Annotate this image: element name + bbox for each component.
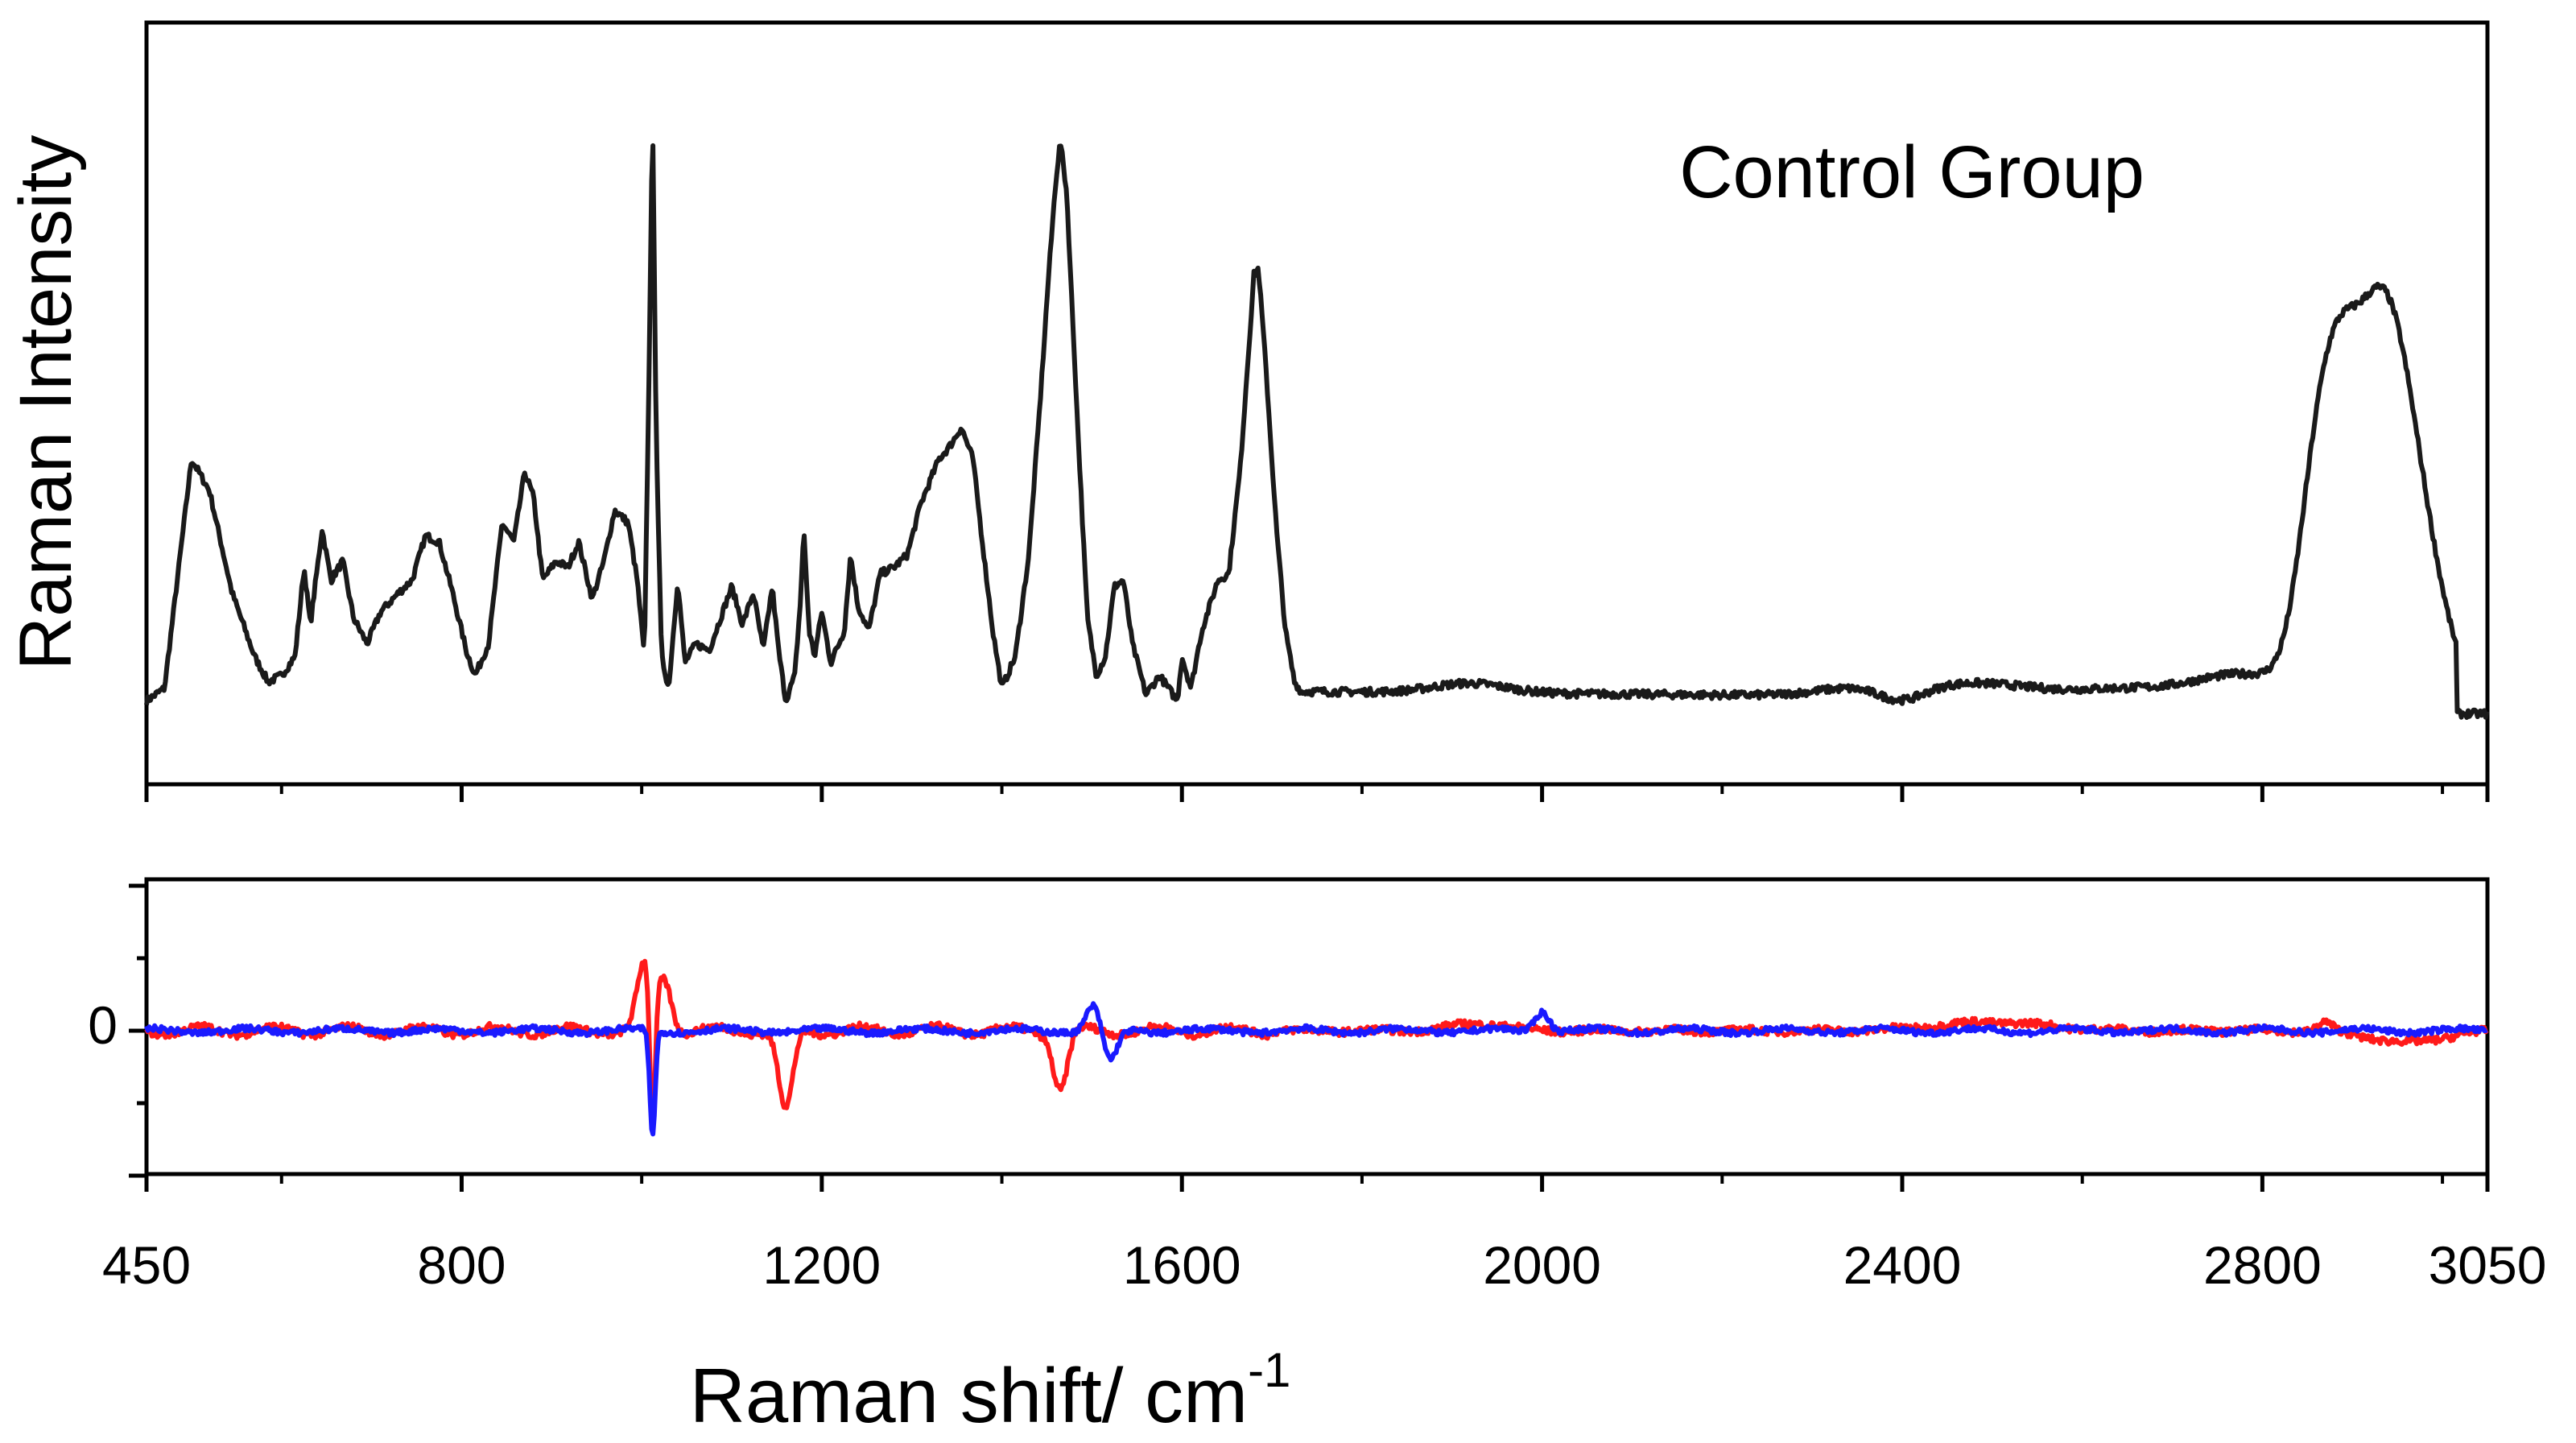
bottom-series-group — [144, 958, 2489, 1137]
xlabel: Raman shift/ cm-1 — [690, 1343, 1291, 1439]
x-tick-label: 1600 — [1123, 1235, 1241, 1295]
x-tick-label: 2000 — [1483, 1235, 1601, 1295]
top-ylabel: Raman Intensity — [5, 135, 87, 671]
bottom-y-tick-label-0: 0 — [88, 995, 118, 1055]
bottom-panel-ticks — [129, 883, 2490, 1192]
top-panel-ticks — [144, 784, 2490, 802]
control-group-annotation: Control Group — [1679, 131, 2145, 213]
x-tick-label: 1200 — [762, 1235, 881, 1295]
x-tick-label: 3050 — [2429, 1235, 2547, 1295]
x-tick-labels: 450 800 1200 1600 2000 2400 2800 3050 — [102, 1235, 2546, 1295]
top-spectrum-line — [144, 143, 2490, 720]
x-tick-label: 450 — [102, 1235, 191, 1295]
bottom-blue-line — [144, 1001, 2488, 1137]
x-tick-label: 800 — [417, 1235, 506, 1295]
xlabel-superscript: -1 — [1248, 1343, 1290, 1397]
x-tick-label: 2800 — [2203, 1235, 2322, 1295]
x-tick-label: 2400 — [1843, 1235, 1962, 1295]
xlabel-main: Raman shift/ cm — [690, 1353, 1249, 1439]
top-panel-frame — [144, 20, 2490, 787]
top-series-group — [144, 143, 2490, 720]
